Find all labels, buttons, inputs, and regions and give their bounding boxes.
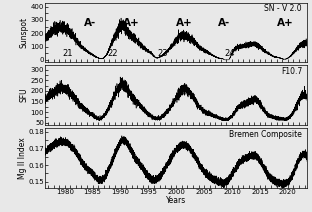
Text: F10.7: F10.7 xyxy=(281,67,302,76)
X-axis label: Years: Years xyxy=(166,196,186,205)
Text: 21: 21 xyxy=(62,49,73,58)
Y-axis label: Mg II Index: Mg II Index xyxy=(18,137,27,179)
Text: SN - V 2.0: SN - V 2.0 xyxy=(265,4,302,13)
Text: A+: A+ xyxy=(176,18,193,28)
Text: A-: A- xyxy=(84,18,96,28)
Text: A+: A+ xyxy=(123,18,140,28)
Y-axis label: SFU: SFU xyxy=(20,88,29,102)
Text: 23: 23 xyxy=(157,49,168,58)
Text: Bremen Composite: Bremen Composite xyxy=(229,130,302,139)
Text: 22: 22 xyxy=(107,49,117,58)
Text: A+: A+ xyxy=(277,18,293,28)
Text: 24: 24 xyxy=(224,49,235,58)
Text: A-: A- xyxy=(217,18,230,28)
Y-axis label: Sunspot: Sunspot xyxy=(20,17,29,48)
